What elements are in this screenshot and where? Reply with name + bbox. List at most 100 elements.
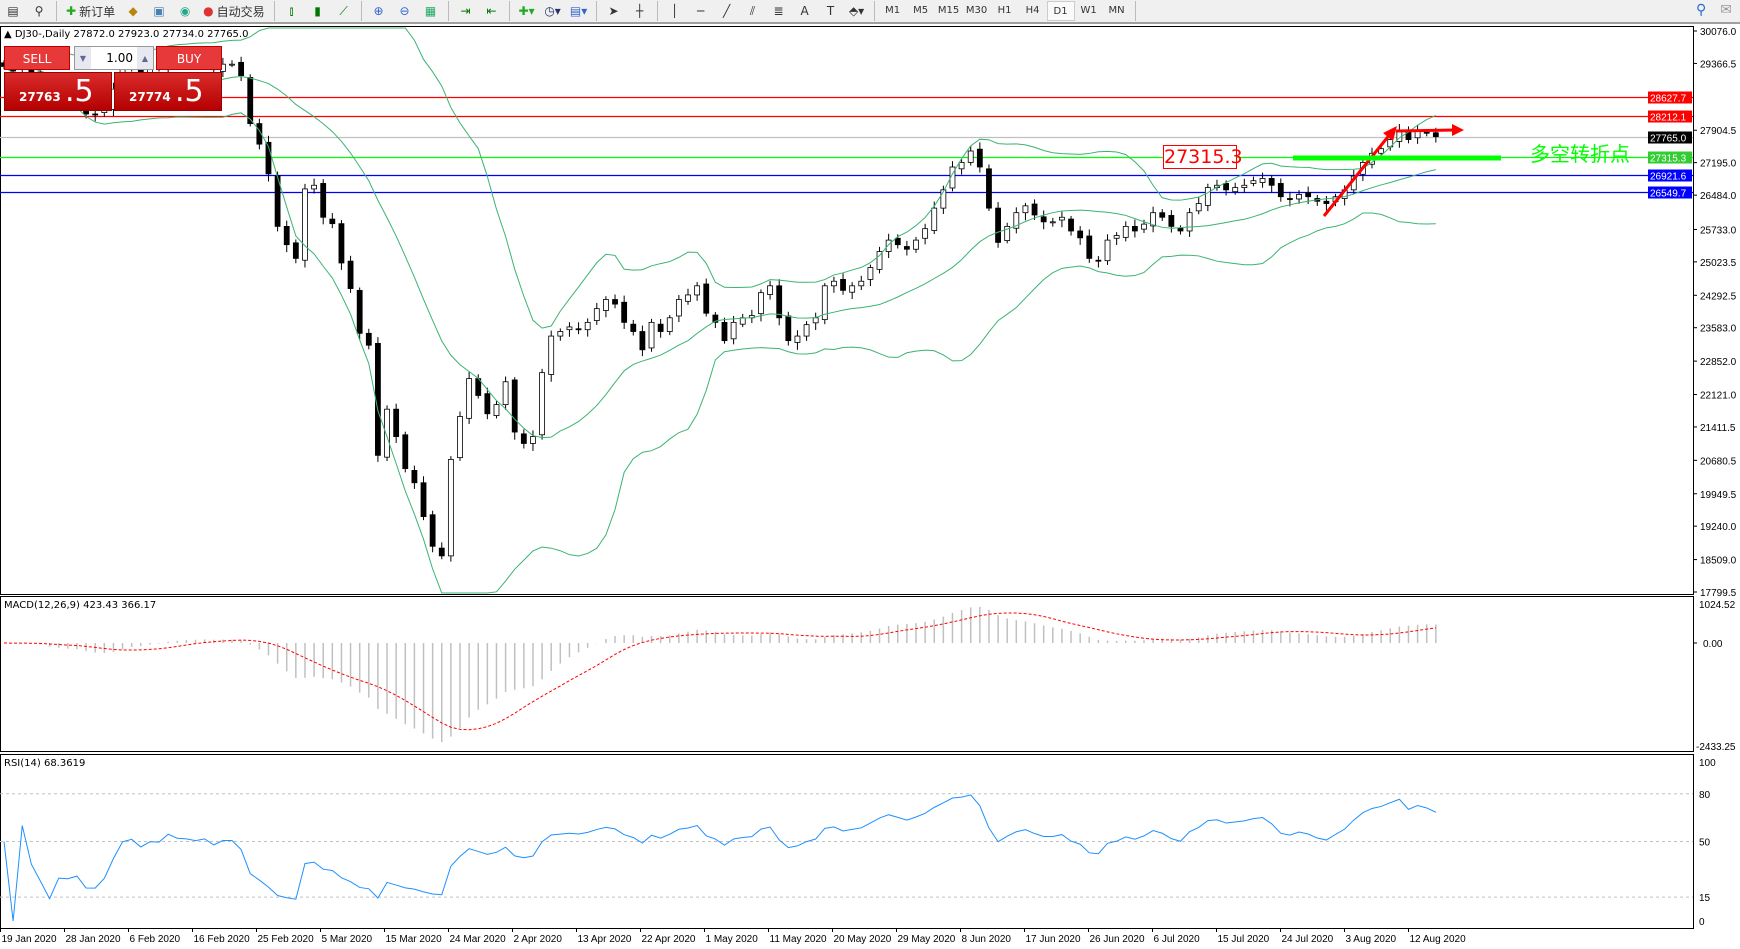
- date-label: 26 Jun 2020: [1090, 934, 1145, 945]
- candle-body: [903, 246, 910, 250]
- timeframe-m30[interactable]: M30: [965, 5, 988, 16]
- sell-button[interactable]: SELL: [4, 46, 70, 70]
- candle-body: [238, 61, 245, 77]
- bar-chart-icon[interactable]: ⫾: [289, 3, 294, 18]
- candle-body: [949, 166, 956, 189]
- crosshair-icon[interactable]: ┼: [635, 4, 644, 18]
- candle-body: [311, 184, 317, 190]
- horizontal-line-icon[interactable]: ─: [696, 4, 705, 18]
- price-tick-label: 26484.0: [1700, 191, 1737, 202]
- candle-body: [849, 285, 856, 293]
- metaeditor-icon[interactable]: ◆: [128, 4, 138, 18]
- candle-body: [931, 207, 938, 231]
- timeframe-m1[interactable]: M1: [885, 5, 901, 16]
- candle-body: [247, 77, 254, 124]
- price-line-tag: [1648, 151, 1692, 164]
- candle-body: [484, 393, 491, 415]
- candle-body: [821, 285, 828, 321]
- price-annotation-box[interactable]: 27315.3: [1163, 145, 1243, 169]
- candle-body: [1013, 212, 1020, 229]
- chat-icon[interactable]: ✉: [1720, 2, 1732, 18]
- candle-body: [1141, 223, 1147, 230]
- lot-decrease-icon[interactable]: ▼: [75, 47, 91, 69]
- arrows-icon[interactable]: ⬘▾: [848, 4, 865, 18]
- candle-body: [1296, 194, 1302, 200]
- navigator-icon[interactable]: ⚲: [34, 4, 44, 18]
- candlestick-icon[interactable]: ▮: [314, 4, 321, 18]
- candle-body: [630, 323, 637, 332]
- candle-body: [457, 416, 463, 459]
- autoscroll-icon[interactable]: ⇥: [460, 4, 471, 18]
- vertical-line-icon[interactable]: │: [670, 4, 679, 18]
- lot-size-input[interactable]: ▼ 1.00 ▲: [74, 46, 154, 70]
- text-label-icon[interactable]: T: [826, 4, 835, 18]
- price-line-label: 27315.3: [1650, 154, 1687, 165]
- timeframe-h1[interactable]: H1: [997, 5, 1012, 16]
- price-line-tag: [1648, 110, 1692, 123]
- market-watch-icon[interactable]: ▤: [7, 4, 19, 18]
- signals-icon[interactable]: ◉: [179, 4, 191, 18]
- candle-body: [1232, 187, 1239, 193]
- terminal-icon[interactable]: ▣: [153, 4, 165, 18]
- candle-body: [320, 183, 327, 218]
- buy-button[interactable]: BUY: [156, 46, 222, 70]
- timeframe-w1[interactable]: W1: [1080, 5, 1097, 16]
- tile-windows-icon[interactable]: ▦: [424, 4, 437, 18]
- price-line-tag: [1648, 169, 1692, 182]
- buy-price-button[interactable]: 27774 .5: [114, 72, 222, 111]
- cursor-icon[interactable]: ➤: [608, 4, 619, 18]
- turning-point-note[interactable]: 多空转折点: [1530, 142, 1630, 166]
- zoom-in-icon[interactable]: ⊕: [373, 4, 384, 18]
- candle-body: [840, 279, 846, 291]
- date-label: 11 May 2020: [770, 934, 828, 945]
- collapse-triangle-icon[interactable]: ▲: [4, 29, 15, 40]
- timeframe-m5[interactable]: M5: [913, 5, 929, 16]
- indicators-icon[interactable]: ✚▾: [518, 4, 535, 18]
- candle-body: [438, 547, 445, 557]
- price-tick-label: 18509.0: [1700, 556, 1737, 567]
- candle-body: [967, 150, 974, 163]
- periods-icon[interactable]: ◷▾: [544, 4, 561, 18]
- search-icon[interactable]: ⚲: [1696, 2, 1707, 18]
- fibonacci-icon[interactable]: ≣: [773, 4, 784, 18]
- equidistant-channel-icon[interactable]: ⫽: [749, 3, 756, 18]
- trendline-icon[interactable]: ╱: [722, 4, 731, 18]
- timeframe-d1[interactable]: D1: [1046, 1, 1075, 21]
- candle-body: [812, 317, 819, 324]
- new-order-label: 新订单: [79, 4, 116, 19]
- separator: [1134, 1, 1136, 21]
- date-label: 15 Jul 2020: [1218, 934, 1270, 945]
- rsi-level-label: 0: [1699, 917, 1705, 928]
- macd-max-label: 1024.52: [1699, 600, 1736, 611]
- timeframe-h4[interactable]: H4: [1025, 5, 1040, 16]
- candle-body: [776, 285, 783, 319]
- new-order-button[interactable]: ✚ 新订单: [63, 1, 118, 21]
- line-chart-icon[interactable]: ⟋: [339, 3, 348, 18]
- date-label: 6 Feb 2020: [130, 934, 181, 945]
- candle-body: [1168, 215, 1175, 227]
- separator: [360, 1, 362, 21]
- sell-price-button[interactable]: 27763 .5: [4, 72, 112, 111]
- candle-body: [1095, 259, 1102, 262]
- candle-body: [1277, 183, 1284, 198]
- lot-value[interactable]: 1.00: [106, 51, 133, 65]
- timeframe-mn[interactable]: MN: [1108, 5, 1125, 16]
- candle-body: [876, 251, 883, 270]
- candle-body: [1113, 235, 1120, 239]
- timeframe-m15[interactable]: M15: [937, 5, 960, 16]
- zoom-out-icon[interactable]: ⊖: [399, 4, 410, 18]
- price-line-label: 27765.0: [1650, 134, 1687, 145]
- candle-body: [657, 323, 664, 332]
- macd-min-label: -2433.25: [1696, 742, 1736, 753]
- auto-trading-button[interactable]: ● 自动交易: [200, 1, 268, 21]
- chart-shift-icon[interactable]: ⇤: [486, 4, 497, 18]
- date-label: 17 Jun 2020: [1026, 934, 1081, 945]
- templates-icon[interactable]: ▤▾: [569, 4, 588, 18]
- candle-body: [913, 239, 919, 250]
- lot-increase-icon[interactable]: ▲: [137, 47, 153, 69]
- rsi-label: RSI(14) 68.3619: [4, 758, 86, 769]
- text-icon[interactable]: A: [800, 4, 809, 18]
- candle-body: [1150, 212, 1157, 227]
- candle-body: [1186, 212, 1193, 232]
